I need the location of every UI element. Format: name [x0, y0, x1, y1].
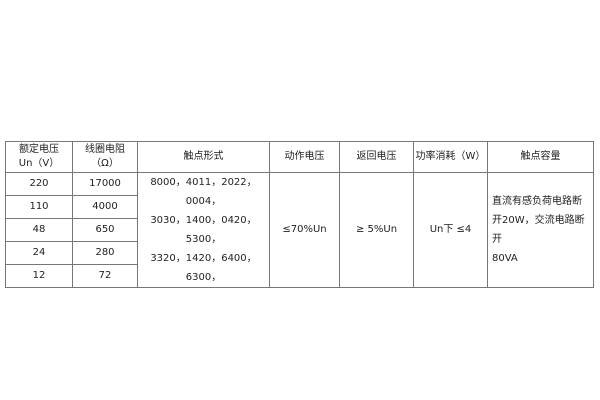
voltage-cell: 24 — [5, 241, 73, 265]
voltage-cell: 48 — [5, 218, 73, 242]
table-row: 220 17000 8000，4011，2022，0004， 3030，1400… — [5, 172, 594, 288]
operate-voltage-cell: ≤70%Un — [269, 172, 340, 288]
release-voltage-cell: ≥ 5%Un — [339, 172, 414, 288]
header-contact-form: 触点形式 — [137, 141, 270, 173]
table-row: 12 72 — [5, 264, 594, 288]
resistance-cell: 4000 — [72, 195, 138, 219]
resistance-cell: 17000 — [72, 172, 138, 196]
header-row: 额定电压 Un（V） 线圈电阻 （Ω） 触点形式 动作电压 返回电压 功率消耗（W）… — [5, 141, 594, 173]
header-coil-resistance: 线圈电阻 （Ω） — [72, 141, 138, 173]
header-operate-voltage: 动作电压 — [269, 141, 340, 173]
header-text: 线圈电阻 — [85, 144, 125, 155]
power-cell: Un下 ≤4 — [413, 172, 488, 288]
table-row: 24 280 — [5, 241, 594, 265]
voltage-cell: 220 — [5, 172, 73, 196]
resistance-cell: 72 — [72, 264, 138, 288]
header-contact-capacity: 触点容量 — [487, 141, 594, 173]
contact-form-line: 3320，1420，6400，6300， — [150, 253, 257, 283]
header-power: 功率消耗（W） — [413, 141, 488, 173]
capacity-line: 开20W，交流电路断开 — [492, 215, 585, 245]
capacity-line: 直流有感负荷电路断 — [492, 196, 582, 207]
resistance-cell: 650 — [72, 218, 138, 242]
spec-table: 额定电压 Un（V） 线圈电阻 （Ω） 触点形式 动作电压 返回电压 功率消耗（W）… — [5, 141, 594, 288]
resistance-cell: 280 — [72, 241, 138, 265]
header-text: 额定电压 — [19, 144, 59, 155]
header-release-voltage: 返回电压 — [339, 141, 414, 173]
contact-capacity-cell: 直流有感负荷电路断 开20W，交流电路断开 80VA — [487, 172, 594, 288]
voltage-cell: 12 — [5, 264, 73, 288]
capacity-line: 80VA — [492, 253, 518, 264]
voltage-cell: 110 — [5, 195, 73, 219]
header-rated-voltage: 额定电压 Un（V） — [5, 141, 73, 173]
header-text: Un（V） — [18, 158, 60, 169]
contact-form-line: 3030，1400，0420，5300， — [150, 215, 257, 245]
header-text: （Ω） — [91, 158, 119, 169]
contact-form-line: 8000，4011，2022，0004， — [150, 177, 257, 207]
contact-form-cell: 8000，4011，2022，0004， 3030，1400，0420，5300… — [137, 172, 270, 288]
